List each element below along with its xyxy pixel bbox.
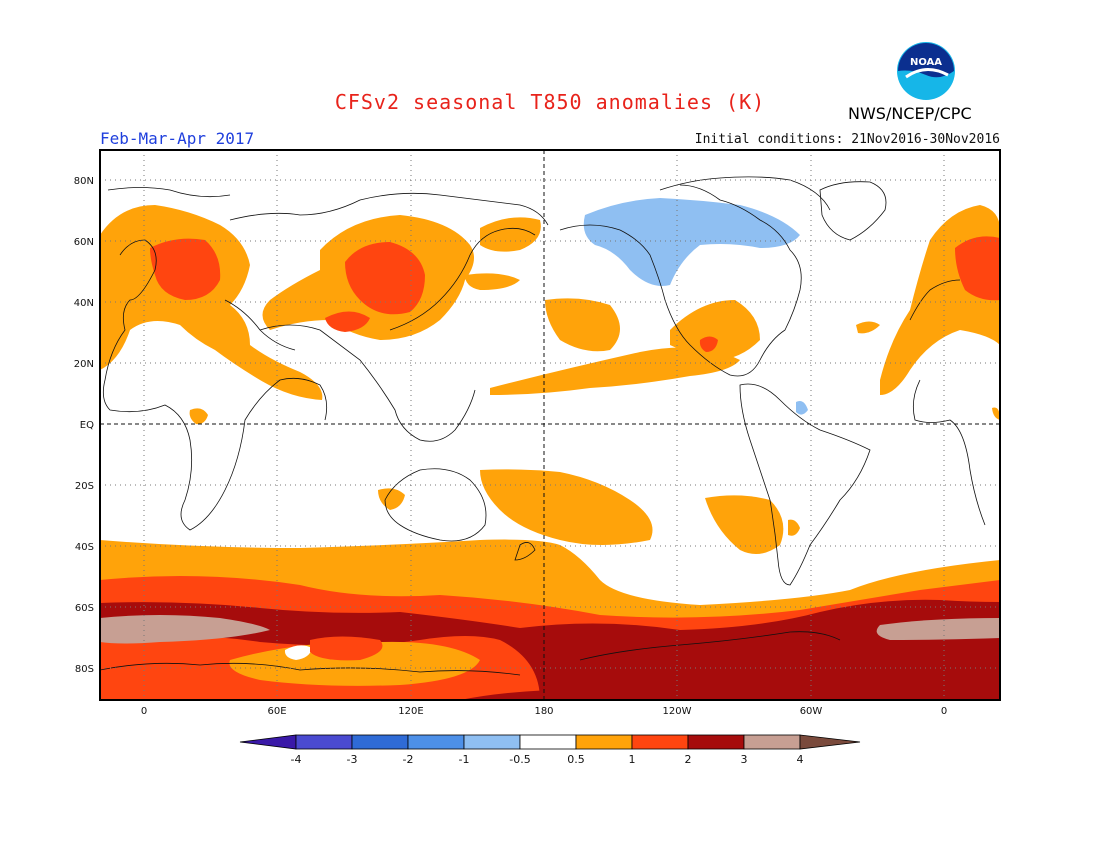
colorbar-swatch — [239, 734, 297, 750]
colorbar-tick: 1 — [629, 753, 636, 766]
colorbar-swatch — [519, 734, 577, 750]
colorbar-tick: -0.5 — [509, 753, 530, 766]
lat-label: 20S — [75, 481, 94, 492]
colorbar-tick: -3 — [347, 753, 358, 766]
lon-label: 180 — [534, 706, 553, 717]
lon-label: 0 — [141, 706, 147, 717]
colorbar-swatch — [799, 734, 861, 750]
colorbar-swatch — [463, 734, 521, 750]
colorbar-swatch — [351, 734, 409, 750]
lat-label: 60N — [74, 237, 94, 248]
colorbar — [239, 734, 861, 750]
lat-label: 80N — [74, 176, 94, 187]
lon-label: 60E — [267, 706, 286, 717]
lat-label: EQ — [80, 420, 94, 431]
colorbar-tick: 2 — [685, 753, 692, 766]
colorbar-swatch — [407, 734, 465, 750]
initial-conditions-label: Initial conditions: 21Nov2016-30Nov2016 — [694, 132, 1000, 147]
lat-label: 40N — [74, 298, 94, 309]
colorbar-swatch — [295, 734, 353, 750]
colorbar-swatch — [743, 734, 801, 750]
colorbar-tick: 0.5 — [567, 753, 585, 766]
lon-label: 0 — [941, 706, 947, 717]
lat-label: 60S — [75, 603, 94, 614]
colorbar-tick: 3 — [741, 753, 748, 766]
colorbar-tick: -4 — [291, 753, 302, 766]
agency-label: NWS/NCEP/CPC — [848, 104, 972, 123]
lon-label: 60W — [800, 706, 823, 717]
noaa-logo: NOAA — [897, 42, 955, 100]
lat-label: 80S — [75, 664, 94, 675]
coastline-layer — [100, 176, 986, 676]
lat-label: 20N — [74, 359, 94, 370]
colorbar-tick: 4 — [797, 753, 804, 766]
lat-label: 40S — [75, 542, 94, 553]
anomaly-fill-layer — [100, 150, 1000, 700]
colorbar-swatch — [575, 734, 633, 750]
colorbar-tick: -2 — [403, 753, 414, 766]
map-title: CFSv2 seasonal T850 anomalies (K) — [334, 90, 766, 114]
graticule — [100, 150, 1000, 700]
colorbar-swatch — [687, 734, 745, 750]
colorbar-tick: -1 — [459, 753, 470, 766]
noaa-logo-text: NOAA — [910, 57, 942, 68]
season-label: Feb-Mar-Apr 2017 — [100, 129, 255, 148]
map-frame — [99, 149, 1001, 701]
lon-label: 120E — [398, 706, 423, 717]
lon-label: 120W — [663, 706, 692, 717]
colorbar-swatch — [631, 734, 689, 750]
